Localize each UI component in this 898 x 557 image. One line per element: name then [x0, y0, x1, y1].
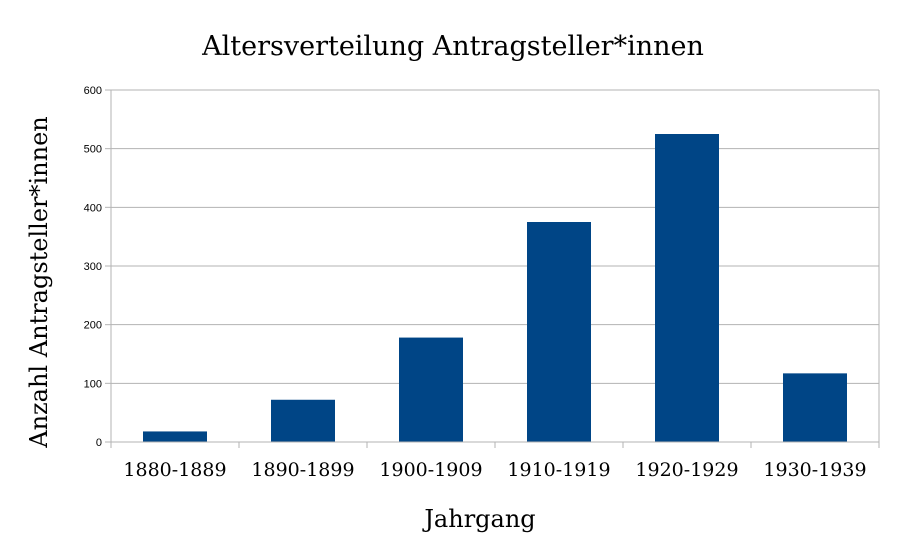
y-tick-label: 200 [84, 320, 102, 332]
x-tick-label: 1930-1939 [763, 459, 866, 481]
x-tick-label: 1910-1919 [507, 459, 610, 481]
bar-1900-1909 [399, 337, 463, 442]
chart-title: Altersverteilung Antragsteller*innen [201, 31, 704, 62]
y-tick-label: 400 [84, 202, 102, 214]
y-tick-label: 100 [84, 378, 102, 390]
y-tick-label: 0 [96, 437, 102, 449]
y-tick-label: 300 [84, 261, 102, 273]
bars [143, 134, 847, 442]
y-axis-ticks: 0 100 200 300 400 500 600 [84, 85, 111, 449]
x-tick-label: 1880-1889 [123, 459, 226, 481]
bar-1920-1929 [655, 134, 719, 442]
bar-1930-1939 [783, 373, 847, 442]
bar-1890-1899 [271, 399, 335, 442]
x-tick-label: 1900-1909 [379, 459, 482, 481]
bar-1910-1919 [527, 222, 591, 442]
y-tick-label: 500 [84, 144, 102, 156]
x-axis-ticks: 1880-1889 1890-1899 1900-1909 1910-1919 1920… [110, 441, 880, 481]
x-axis-title: Jahrgang [421, 505, 535, 533]
bar-1880-1889 [143, 431, 207, 442]
y-tick-label: 600 [84, 85, 102, 97]
gridlines [110, 89, 880, 443]
x-tick-label: 1920-1929 [635, 459, 738, 481]
y-axis-title: Anzahl Antragsteller*innen [25, 116, 53, 449]
x-tick-label: 1890-1899 [251, 459, 354, 481]
